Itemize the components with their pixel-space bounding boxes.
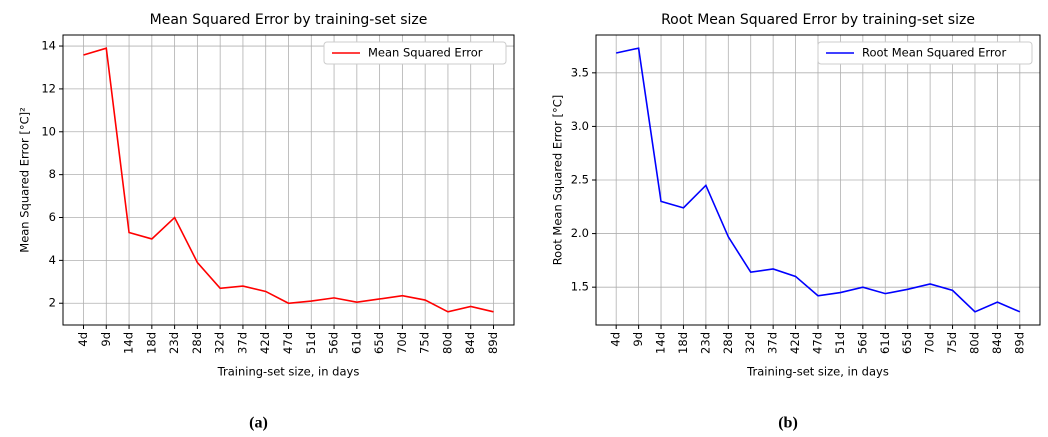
x-tick-label: 89d [486,332,500,354]
legend-box [323,41,507,65]
x-tick-label: 51d [833,332,847,354]
x-tick-label: 28d [190,332,204,354]
x-tick-label: 18d [144,332,158,354]
x-tick-label: 70d [395,332,409,354]
y-tick-label: 2.0 [571,226,589,240]
x-tick-label: 84d [463,332,477,354]
x-tick-label: 70d [923,332,937,354]
x-tick-label: 23d [698,332,712,354]
x-tick-label: 37d [235,332,249,354]
y-axis-label: Mean Squared Error [°C]² [18,107,32,252]
y-axis-label: Root Mean Squared Error [°C] [551,95,565,266]
plot-frame [595,34,1041,326]
x-tick-label: 23d [167,332,181,354]
x-tick-label: 32d [743,332,757,354]
x-tick-label: 56d [327,332,341,354]
x-tick-label: 18d [676,332,690,354]
y-tick-label: 2.5 [571,173,589,187]
y-tick-label: 14 [41,39,56,53]
x-tick-label: 4d [609,332,623,347]
x-tick-label: 61d [878,332,892,354]
legend-label: Root Mean Squared Error [862,46,1006,60]
x-tick-label: 65d [372,332,386,354]
x-tick-label: 89d [1012,332,1026,354]
x-axis-label: Training-set size, in days [746,365,889,379]
x-tick-label: 47d [811,332,825,354]
x-tick-label: 65d [900,332,914,354]
legend-box [817,41,1033,65]
x-tick-label: 80d [440,332,454,354]
y-tick-label: 8 [49,167,56,181]
x-tick-label: 9d [631,332,645,347]
y-tick-label: 2 [49,296,56,310]
chart-title: Root Mean Squared Error by training-set … [661,12,975,28]
x-tick-label: 9d [99,332,113,347]
x-tick-label: 80d [967,332,981,354]
chart-title: Mean Squared Error by training-set size [150,12,428,28]
line [83,47,494,313]
y-tick-label: 4 [49,253,56,267]
x-tick-label: 14d [122,332,136,354]
x-tick-label: 42d [788,332,802,354]
x-axis-label: Training-set size, in days [217,365,360,379]
y-tick-label: 10 [41,124,56,138]
x-tick-label: 51d [304,332,318,354]
x-tick-label: 37d [766,332,780,354]
x-tick-label: 4d [76,332,90,347]
plot-frame [62,34,515,326]
x-tick-label: 47d [281,332,295,354]
y-tick-label: 6 [49,210,56,224]
x-tick-label: 56d [855,332,869,354]
y-tick-label: 3.0 [571,119,589,133]
x-tick-label: 28d [721,332,735,354]
legend-label: Mean Squared Error [368,46,483,60]
y-tick-label: 12 [41,81,56,95]
x-tick-label: 42d [258,332,272,354]
line [616,47,1021,313]
y-tick-label: 3.5 [571,65,589,79]
x-tick-label: 32d [213,332,227,354]
caption: (a) [249,415,268,432]
x-tick-label: 14d [654,332,668,354]
caption: (b) [778,415,798,432]
y-tick-label: 1.5 [571,280,589,294]
x-tick-label: 84d [990,332,1004,354]
x-tick-label: 75d [418,332,432,354]
x-tick-label: 61d [349,332,363,354]
x-tick-label: 75d [945,332,959,354]
